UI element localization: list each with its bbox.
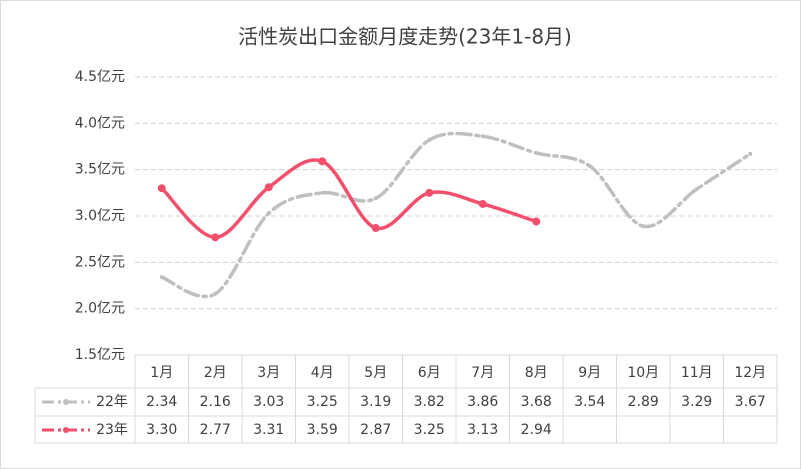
table-value: 3.29 bbox=[681, 394, 712, 410]
table-value: 2.16 bbox=[200, 394, 231, 410]
point bbox=[213, 291, 218, 296]
series-line bbox=[160, 131, 752, 299]
y-tick-label: 1.5亿元 bbox=[75, 347, 125, 363]
point bbox=[425, 188, 434, 197]
table-value: 3.31 bbox=[253, 422, 284, 438]
point bbox=[157, 184, 166, 193]
legend-dot bbox=[63, 427, 69, 433]
y-tick-label: 4.0亿元 bbox=[75, 115, 125, 131]
point bbox=[373, 196, 378, 201]
point bbox=[478, 199, 487, 208]
point bbox=[694, 187, 699, 192]
x-tick-label: 8月 bbox=[525, 365, 548, 381]
point bbox=[532, 217, 541, 226]
table-value: 3.54 bbox=[574, 394, 605, 410]
legend-dot bbox=[63, 399, 69, 405]
x-tick-label: 11月 bbox=[681, 365, 713, 381]
point bbox=[371, 224, 380, 233]
point bbox=[587, 163, 592, 168]
x-tick-label: 9月 bbox=[578, 365, 601, 381]
x-tick-label: 1月 bbox=[150, 365, 173, 381]
legend-label: 23年 bbox=[96, 422, 128, 438]
point bbox=[641, 224, 646, 229]
point bbox=[318, 157, 327, 166]
table-value: 3.67 bbox=[735, 394, 766, 410]
x-tick-label: 6月 bbox=[418, 365, 441, 381]
y-tick-label: 2.5亿元 bbox=[75, 254, 125, 270]
table-value: 3.86 bbox=[467, 394, 498, 410]
x-tick-label: 5月 bbox=[364, 365, 387, 381]
point bbox=[266, 211, 271, 216]
table-value: 2.77 bbox=[200, 422, 231, 438]
legend-label: 22年 bbox=[96, 394, 128, 410]
point bbox=[211, 233, 220, 242]
point bbox=[427, 138, 432, 143]
table-value: 3.68 bbox=[521, 394, 552, 410]
x-tick-label: 4月 bbox=[311, 365, 334, 381]
y-tick-label: 2.0亿元 bbox=[75, 301, 125, 317]
point bbox=[320, 190, 325, 195]
table-value: 2.87 bbox=[360, 422, 391, 438]
x-tick-label: 12月 bbox=[734, 365, 766, 381]
x-tick-label: 2月 bbox=[204, 365, 227, 381]
table-value: 3.59 bbox=[307, 422, 338, 438]
point bbox=[534, 150, 539, 155]
table-value: 3.13 bbox=[467, 422, 498, 438]
point bbox=[480, 134, 485, 139]
table-value: 3.19 bbox=[360, 394, 391, 410]
point bbox=[264, 183, 273, 192]
x-tick-label: 7月 bbox=[471, 365, 494, 381]
table-value: 2.94 bbox=[521, 422, 552, 438]
chart-title: 活性炭出口金额月度走势(23年1-8月) bbox=[238, 25, 572, 49]
y-tick-label: 3.0亿元 bbox=[75, 208, 125, 224]
y-tick-label: 3.5亿元 bbox=[75, 162, 125, 178]
point bbox=[748, 151, 753, 156]
series-line bbox=[160, 158, 538, 240]
table-value: 3.30 bbox=[146, 422, 177, 438]
x-tick-label: 10月 bbox=[627, 365, 659, 381]
table-value: 3.25 bbox=[307, 394, 338, 410]
table-value: 3.25 bbox=[414, 422, 445, 438]
point bbox=[159, 275, 164, 280]
table-value: 2.34 bbox=[146, 394, 177, 410]
y-tick-label: 4.5亿元 bbox=[75, 69, 125, 85]
table-value: 3.03 bbox=[253, 394, 284, 410]
x-tick-label: 3月 bbox=[257, 365, 280, 381]
table-value: 2.89 bbox=[628, 394, 659, 410]
table-value: 3.82 bbox=[414, 394, 445, 410]
